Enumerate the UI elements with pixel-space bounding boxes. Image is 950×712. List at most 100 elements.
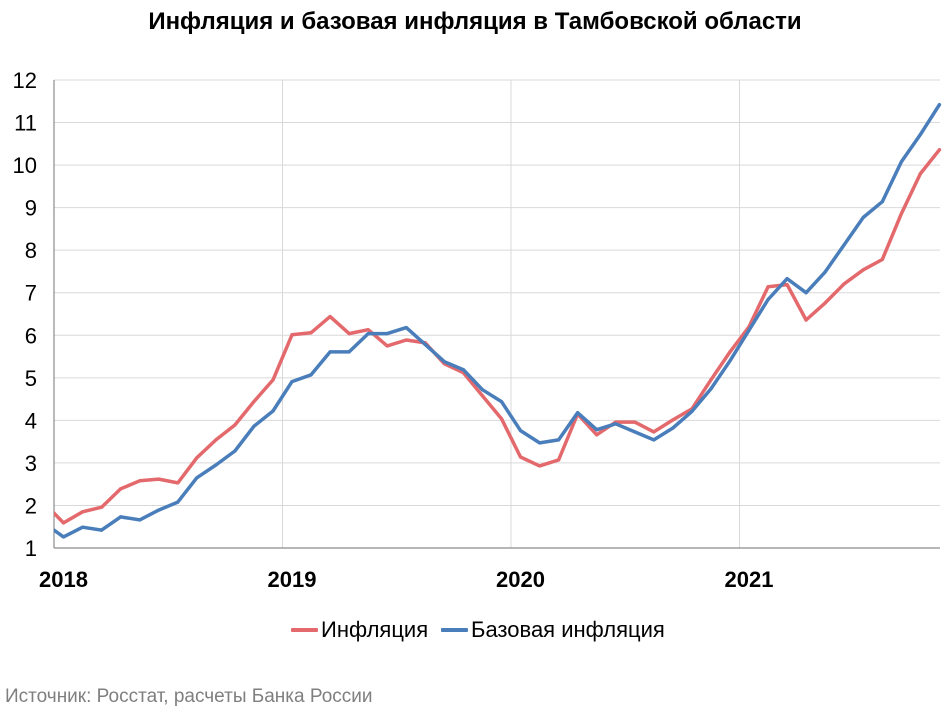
- inflation-point: [728, 350, 732, 354]
- core-inflation-point: [899, 160, 904, 164]
- x-tick-label: 2018: [39, 567, 88, 592]
- inflation-point: [233, 423, 237, 427]
- inflation-point: [157, 477, 161, 481]
- core-inflation-point: [538, 441, 542, 445]
- legend-item-inflation: Инфляция: [291, 618, 428, 642]
- inflation-point: [176, 481, 180, 485]
- core-inflation-point: [614, 422, 618, 426]
- series-lines: [43, 102, 942, 539]
- inflation-point: [271, 378, 275, 382]
- inflation-point: [385, 344, 389, 348]
- core-inflation-point: [861, 215, 865, 219]
- inflation-point: [252, 400, 256, 404]
- y-tick-label: 7: [25, 281, 37, 306]
- core-inflation-point: [43, 522, 46, 525]
- core-inflation-point: [271, 409, 275, 413]
- inflation-point: [880, 257, 884, 262]
- x-tick-label: 2020: [496, 567, 545, 592]
- y-tick-label: 5: [25, 366, 37, 391]
- core-inflation-point: [728, 359, 732, 363]
- inflation-point: [404, 338, 408, 342]
- inflation-point: [557, 458, 561, 462]
- y-tick-label: 9: [25, 196, 37, 221]
- inflation-point: [100, 505, 104, 509]
- y-tick-label: 6: [25, 323, 37, 348]
- inflation-point: [766, 285, 770, 289]
- core-inflation-point: [918, 132, 923, 137]
- inflation-point: [899, 212, 904, 216]
- core-inflation-point: [652, 438, 656, 442]
- y-tick-label: 8: [25, 238, 37, 263]
- axes: [53, 80, 940, 549]
- x-tick-label: 2021: [725, 567, 774, 592]
- core-inflation-point: [633, 430, 637, 434]
- core-inflation-point: [138, 518, 142, 522]
- inflation-point: [937, 148, 942, 152]
- inflation-point: [861, 268, 865, 272]
- core-inflation-line: [54, 102, 942, 539]
- core-inflation-point: [233, 449, 237, 453]
- inflation-point: [138, 479, 142, 483]
- core-inflation-point: [328, 350, 332, 354]
- core-inflation-point: [252, 424, 256, 428]
- core-inflation-point: [404, 326, 408, 330]
- inflation-point: [652, 430, 656, 434]
- core-inflation-point: [480, 388, 484, 392]
- core-inflation-point: [100, 528, 104, 532]
- core-inflation-point: [81, 525, 85, 529]
- inflation-point: [538, 464, 542, 468]
- core-inflation-point: [880, 200, 884, 204]
- inflation-point: [290, 333, 294, 337]
- x-tick-label: 2019: [268, 567, 317, 592]
- inflation-point: [785, 283, 789, 287]
- inflation-point: [633, 420, 637, 424]
- core-inflation-point: [518, 429, 523, 433]
- core-inflation-point: [157, 508, 161, 512]
- core-inflation-point: [290, 380, 294, 384]
- core-inflation-point: [499, 400, 504, 404]
- core-inflation-point: [423, 343, 427, 347]
- core-inflation-point: [119, 515, 123, 519]
- core-inflation-point: [785, 277, 789, 281]
- inflation-point: [804, 318, 808, 322]
- core-inflation-point: [309, 373, 313, 377]
- core-inflation-point: [766, 297, 770, 302]
- inflation-point: [328, 315, 332, 319]
- core-inflation-point: [195, 476, 199, 480]
- inflation-point: [918, 172, 923, 176]
- core-inflation-point: [366, 332, 370, 336]
- core-inflation-point: [747, 328, 751, 332]
- inflation-point: [518, 455, 523, 459]
- legend-item-core-inflation: Базовая инфляция: [441, 618, 665, 642]
- y-tick-label: 10: [13, 153, 37, 178]
- core-inflation-point: [442, 360, 446, 364]
- core-inflation-point: [690, 409, 694, 413]
- inflation-point: [366, 328, 370, 332]
- core-inflation-point: [804, 291, 808, 295]
- inflation-point: [119, 487, 123, 491]
- legend-label-core-inflation: Базовая инфляция: [471, 617, 665, 642]
- core-inflation-point: [823, 270, 827, 274]
- core-inflation-point: [709, 387, 713, 391]
- core-inflation-point: [671, 426, 675, 430]
- y-tick-label: 11: [14, 111, 37, 136]
- inflation-point: [480, 394, 484, 398]
- inflation-point: [347, 332, 351, 336]
- inflation-point: [61, 521, 66, 525]
- inflation-point: [309, 331, 313, 335]
- inflation-point: [195, 456, 199, 460]
- core-inflation-point: [61, 535, 66, 539]
- inflation-point: [595, 433, 599, 437]
- inflation-line: [54, 148, 942, 525]
- y-tick-label: 2: [25, 493, 37, 518]
- core-inflation-point: [347, 350, 351, 354]
- inflation-point: [43, 502, 46, 505]
- inflation-point: [214, 438, 218, 442]
- chart-title: Инфляция и базовая инфляция в Тамбовской…: [148, 8, 802, 35]
- y-tick-label: 1: [25, 536, 37, 561]
- source-note: Источник: Росстат, расчеты Банка России: [5, 686, 373, 707]
- inflation-point: [709, 378, 713, 382]
- inflation-point: [671, 418, 675, 422]
